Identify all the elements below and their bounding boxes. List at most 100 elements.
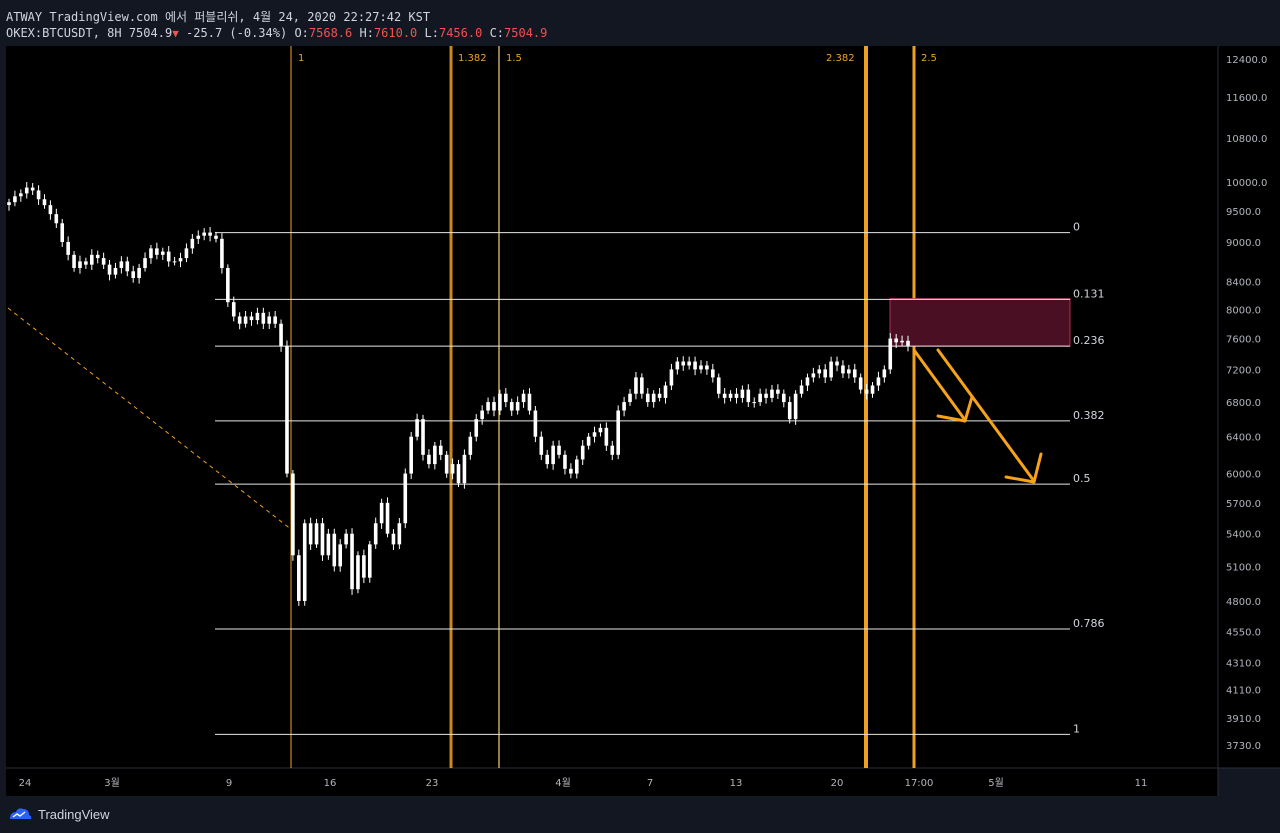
price-tick-label: 3730.0 — [1226, 741, 1261, 752]
candles — [7, 182, 910, 606]
price-tick-label: 4800.0 — [1226, 597, 1261, 608]
candle-body — [24, 187, 29, 194]
price-tick-label: 7200.0 — [1226, 365, 1261, 376]
candle-body — [320, 523, 325, 556]
candle-body — [634, 377, 638, 394]
close-label: C: — [489, 26, 505, 40]
candle-body — [255, 312, 260, 321]
candle-body — [95, 254, 100, 259]
time-tick-label: 7 — [647, 778, 653, 789]
candle-body — [521, 393, 526, 403]
price-tick-label: 3910.0 — [1226, 714, 1261, 725]
candle-body — [60, 223, 65, 243]
candle-body — [267, 316, 272, 324]
candle-body — [107, 264, 112, 275]
plot-area[interactable] — [6, 46, 1218, 768]
price-tick-label: 12400.0 — [1226, 55, 1267, 66]
price-tick-label: 4310.0 — [1226, 658, 1261, 669]
arrow-1-head — [936, 395, 974, 423]
candle-body — [906, 340, 910, 346]
time-axis[interactable] — [6, 768, 1218, 796]
time-tick-label: 13 — [730, 778, 743, 789]
candle-body — [734, 393, 739, 398]
candle-body — [166, 251, 171, 262]
candle-body — [415, 419, 419, 437]
resistance-zone[interactable] — [889, 298, 1071, 347]
price-axis[interactable] — [1218, 46, 1280, 768]
candle-body — [858, 377, 863, 390]
candle-body — [202, 232, 206, 236]
candle-body — [604, 427, 609, 446]
projection-arrows[interactable] — [912, 348, 1043, 484]
candle-body — [444, 454, 449, 474]
price-tick-label: 9500.0 — [1226, 207, 1261, 218]
candle-body — [101, 258, 106, 265]
candle-body — [468, 436, 473, 455]
candle-body — [592, 432, 597, 437]
candle-body — [367, 544, 372, 578]
candle-body — [687, 361, 691, 366]
candle-body — [492, 402, 496, 411]
candle-body — [498, 393, 502, 411]
high-value: 7610.0 — [373, 26, 418, 40]
fib-time-label: 1 — [298, 53, 304, 64]
candle-body — [699, 365, 703, 370]
time-tick-label: 20 — [831, 778, 844, 789]
candle-body — [7, 202, 11, 206]
price-tick-label: 4550.0 — [1226, 628, 1261, 639]
time-tick-label: 9 — [226, 778, 232, 789]
candle-body — [870, 385, 875, 394]
tradingview-logo[interactable]: TradingView — [8, 806, 110, 822]
candle-body — [409, 436, 413, 474]
candle-body — [427, 454, 431, 465]
candle-body — [651, 393, 656, 403]
candle-body — [645, 393, 650, 403]
candle-body — [669, 369, 674, 386]
chart-header: ATWAY TradingView.com 에서 퍼블리쉬, 4월 24, 20… — [0, 0, 1280, 46]
candle-body — [894, 338, 898, 343]
fib-time-zones[interactable]: 1 1.382 1.5 2.382 2.5 — [290, 46, 937, 768]
candle-body — [746, 389, 751, 403]
candle-body — [220, 238, 224, 268]
candle-body — [397, 523, 402, 545]
symbol-label: OKEX:BTCUSDT, 8H — [6, 26, 122, 40]
candle-body — [373, 523, 378, 545]
arrow-1-shaft — [912, 348, 967, 422]
candle-body — [421, 419, 425, 455]
candle-body — [208, 232, 212, 236]
candle-body — [569, 468, 573, 474]
candle-body — [580, 445, 585, 460]
price-axis-labels: 12400.0 11600.0 10800.0 10000.0 9500.0 9000.0… — [1226, 55, 1267, 752]
candle-body — [622, 402, 626, 411]
price-tick-label: 5100.0 — [1226, 562, 1261, 573]
price-tick-label: 4110.0 — [1226, 686, 1261, 697]
candle-body — [438, 445, 443, 455]
candle-body — [344, 533, 348, 545]
candle-body — [480, 410, 484, 420]
price-tick-label: 10000.0 — [1226, 178, 1267, 189]
candle-body — [119, 261, 124, 268]
candle-body — [137, 267, 141, 279]
price-tick-label: 7600.0 — [1226, 335, 1261, 346]
candle-body — [308, 523, 313, 545]
candle-body — [302, 523, 307, 601]
candle-body — [563, 454, 567, 469]
candle-body — [805, 377, 810, 386]
fib-level-label: 0.131 — [1073, 287, 1105, 300]
candle-body — [533, 410, 538, 437]
candle-body — [326, 533, 331, 556]
candle-body — [823, 369, 827, 378]
time-tick-label: 24 — [19, 778, 32, 789]
time-tick-label: 3월 — [104, 777, 120, 789]
candle-body — [758, 393, 762, 403]
candle-body — [184, 248, 189, 259]
candle-body — [338, 544, 343, 567]
candle-body — [610, 445, 615, 455]
fib-retracement[interactable]: 0 0.131 0.236 0.382 0.5 0.786 1 — [215, 221, 1105, 736]
candle-body — [379, 502, 384, 524]
candle-body — [681, 361, 686, 366]
candle-body — [817, 369, 822, 374]
candle-body — [545, 454, 550, 465]
candle-body — [770, 389, 774, 398]
